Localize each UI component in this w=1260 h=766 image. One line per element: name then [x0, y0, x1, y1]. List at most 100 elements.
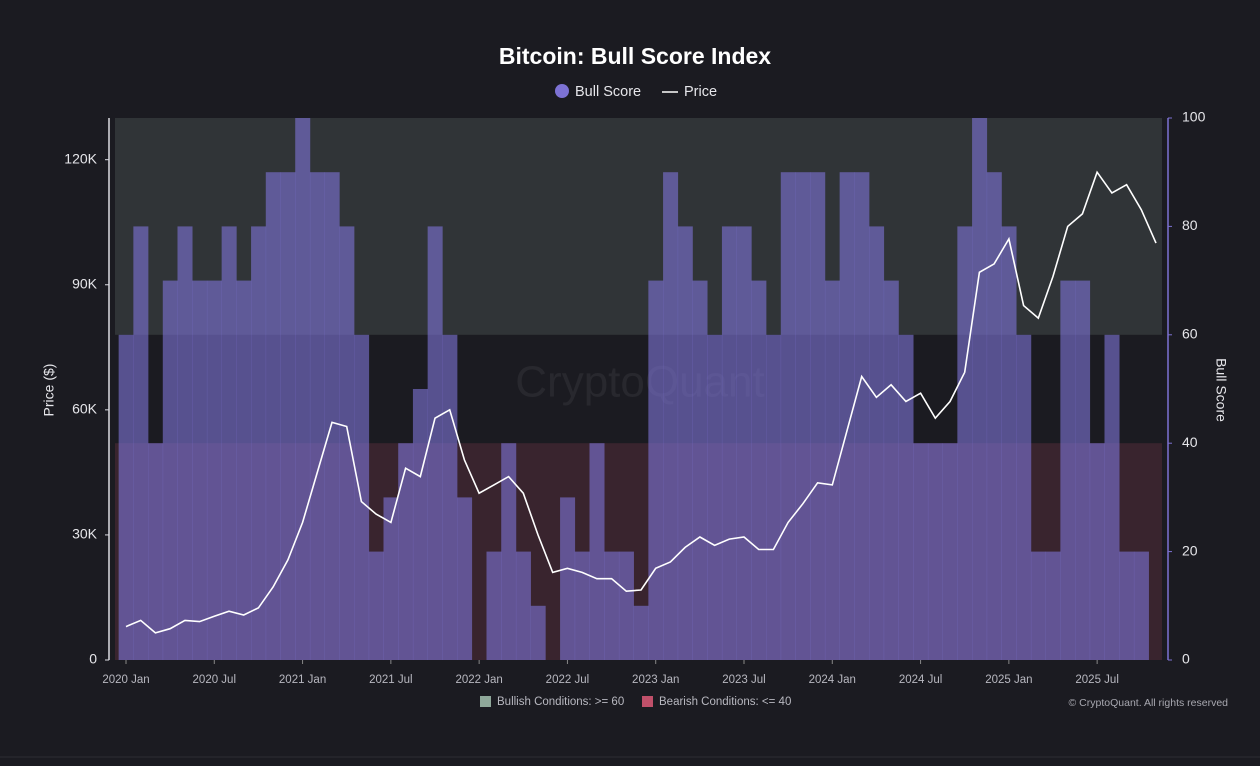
bull-score-step — [442, 334, 458, 660]
x-tick-label: 2024 Jan — [809, 674, 856, 686]
bull-score-step — [1104, 334, 1120, 660]
bull-score-step — [633, 605, 649, 660]
bull-score-step — [530, 605, 546, 660]
legend-label: Price — [684, 84, 717, 100]
bull-score-step — [869, 226, 885, 660]
y2-tick-label: 0 — [1182, 651, 1190, 667]
bull-score-step — [206, 280, 222, 660]
bull-score-step — [942, 443, 958, 660]
y2-tick-label: 100 — [1182, 109, 1206, 125]
bull-score-step — [810, 172, 826, 660]
bull-score-step — [427, 226, 443, 660]
legend-label: Bull Score — [575, 84, 641, 100]
bull-score-step — [677, 226, 693, 660]
bull-score-step — [574, 551, 590, 660]
y-tick-label: 90K — [72, 275, 98, 291]
bull-score-step — [707, 334, 723, 660]
bull-score-step — [1119, 551, 1135, 660]
bull-score-step — [162, 280, 178, 660]
bull-score-step — [324, 172, 340, 660]
legend-swatch — [555, 84, 569, 98]
bull-score-step — [604, 551, 620, 660]
bull-score-step — [295, 118, 311, 660]
bull-score-step — [368, 551, 384, 660]
bull-score-step — [898, 334, 914, 660]
bull-score-step — [118, 334, 134, 660]
bull-score-step — [736, 226, 752, 660]
x-tick-label: 2021 Jul — [369, 674, 412, 686]
bull-score-step — [265, 172, 281, 660]
bull-score-step — [1016, 334, 1032, 660]
x-tick-label: 2023 Jan — [632, 674, 679, 686]
bull-score-step — [883, 280, 899, 660]
bull-score-step — [692, 280, 708, 660]
y2-axis-label: Bull Score — [1213, 358, 1229, 422]
bull-score-step — [1001, 226, 1017, 660]
bull-score-step — [972, 118, 988, 660]
bull-score-step — [1060, 280, 1076, 660]
x-tick-label: 2020 Jan — [102, 674, 149, 686]
y-tick-label: 120K — [64, 150, 97, 166]
bull-score-step — [339, 226, 355, 660]
y2-tick-label: 20 — [1182, 542, 1198, 558]
bull-score-step — [1075, 280, 1091, 660]
bull-score-step — [398, 443, 414, 660]
bull-score-step — [148, 443, 164, 660]
bull-score-step — [1030, 551, 1046, 660]
bull-score-step — [192, 280, 208, 660]
bull-score-step — [501, 443, 517, 660]
y2-tick-label: 80 — [1182, 217, 1198, 233]
bull-score-step — [913, 443, 929, 660]
bull-score-step — [824, 280, 840, 660]
band-legend-swatch — [642, 696, 653, 707]
chart-title: Bitcoin: Bull Score Index — [499, 43, 771, 69]
bull-score-step — [795, 172, 811, 660]
bull-score-step — [1133, 551, 1149, 660]
x-tick-label: 2023 Jul — [722, 674, 765, 686]
x-tick-label: 2020 Jul — [193, 674, 236, 686]
bull-score-step — [1045, 551, 1061, 660]
bull-score-step — [766, 334, 782, 660]
bull-score-step — [957, 226, 973, 660]
bull-score-step — [457, 497, 473, 660]
y-tick-label: 30K — [72, 526, 98, 542]
bull-score-step — [412, 389, 428, 660]
bull-score-step — [1089, 443, 1105, 660]
bull-score-step — [515, 551, 531, 660]
y-axis-label: Price ($) — [41, 364, 57, 417]
bull-score-step — [927, 443, 943, 660]
y2-tick-label: 60 — [1182, 326, 1198, 342]
band-legend-label: Bearish Conditions: <= 40 — [659, 696, 791, 708]
x-tick-label: 2022 Jul — [546, 674, 589, 686]
bull-score-step — [251, 226, 267, 660]
y-tick-label: 60K — [72, 401, 98, 417]
y2-tick-label: 40 — [1182, 434, 1198, 450]
bull-score-step — [618, 551, 634, 660]
x-tick-label: 2024 Jul — [899, 674, 942, 686]
bull-score-step — [309, 172, 325, 660]
bull-score-step — [354, 334, 370, 660]
bull-score-step — [751, 280, 767, 660]
bull-score-step — [589, 443, 605, 660]
price-line — [125, 170, 1157, 634]
credit: © CryptoQuant. All rights reserved — [1069, 697, 1229, 709]
bull-score-step — [383, 497, 399, 660]
bull-score-step — [486, 551, 502, 660]
x-tick-label: 2022 Jan — [455, 674, 502, 686]
bull-score-step — [280, 172, 296, 660]
y-tick-label: 0 — [89, 651, 97, 667]
bull-score-step — [721, 226, 737, 660]
bull-score-step — [133, 226, 149, 660]
x-tick-label: 2025 Jan — [985, 674, 1032, 686]
x-tick-label: 2025 Jul — [1075, 674, 1118, 686]
x-tick-label: 2021 Jan — [279, 674, 326, 686]
band-legend-swatch — [480, 696, 491, 707]
bull-score-step — [986, 172, 1002, 660]
bull-score-step — [663, 172, 679, 660]
band-legend-label: Bullish Conditions: >= 60 — [497, 696, 624, 708]
bull-score-step — [839, 172, 855, 660]
bull-score-step — [854, 172, 870, 660]
bull-score-step — [221, 226, 237, 660]
bull-score-step — [560, 497, 576, 660]
